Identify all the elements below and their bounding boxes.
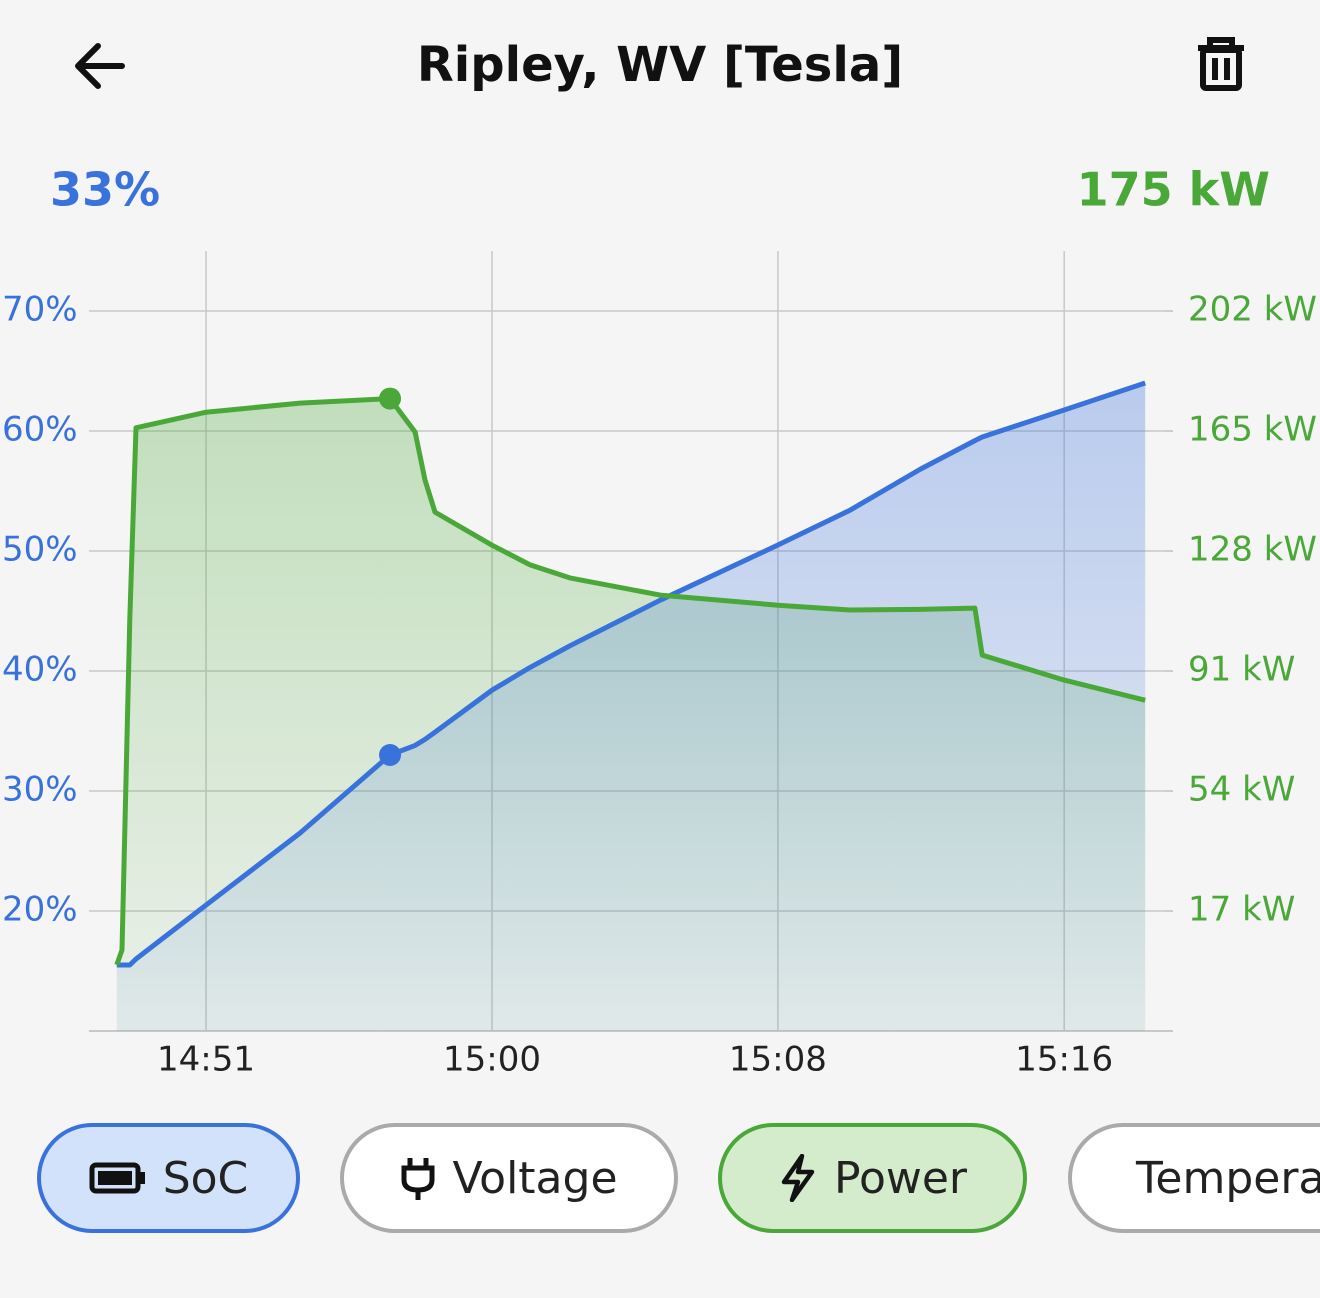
metric-chip[interactable]: Voltage	[340, 1123, 678, 1233]
chip-icon	[401, 1158, 435, 1200]
metric-chip[interactable]: Temperature	[1068, 1123, 1320, 1233]
chip-label: Temperature	[1136, 1152, 1320, 1204]
series-area	[116, 383, 1146, 1031]
chip-label: Voltage	[452, 1152, 618, 1204]
y2-tick-label: 91 kW	[1188, 650, 1295, 690]
screen-title: Ripley, WV [Tesla]	[417, 37, 903, 93]
y-tick-label: 60%	[2, 410, 78, 450]
back-button[interactable]	[75, 43, 125, 89]
y-tick-label: 20%	[2, 890, 78, 930]
x-tick-label: 15:08	[729, 1040, 827, 1080]
chip-label: Power	[833, 1152, 968, 1204]
metric-chip[interactable]: Power	[718, 1123, 1027, 1233]
y-tick-label: 70%	[2, 290, 78, 330]
chip-icon	[781, 1154, 815, 1202]
chip-icon	[89, 1162, 145, 1194]
y2-tick-label: 165 kW	[1188, 410, 1317, 450]
y-tick-label: 50%	[2, 530, 78, 570]
y-tick-label: 30%	[2, 770, 78, 810]
x-tick-label: 15:00	[443, 1040, 541, 1080]
y2-tick-label: 202 kW	[1188, 290, 1317, 330]
y2-tick-label: 54 kW	[1188, 770, 1295, 810]
y2-tick-label: 17 kW	[1188, 890, 1295, 930]
delete-button[interactable]	[1198, 37, 1244, 91]
metric-chip[interactable]: SoC	[37, 1123, 300, 1233]
y2-tick-label: 128 kW	[1188, 530, 1317, 570]
y-tick-label: 40%	[2, 650, 78, 690]
series-line	[116, 380, 1146, 968]
chip-label: SoC	[162, 1152, 249, 1204]
series-line	[114, 396, 1146, 966]
x-tick-label: 14:51	[157, 1040, 255, 1080]
power-readout: 175 kW	[1077, 163, 1270, 217]
cursor-dot	[379, 387, 402, 410]
x-tick-label: 15:16	[1015, 1040, 1113, 1080]
chart: Ripley, WV [Tesla] 33% 175 kW 14:51 15:00…	[2, 37, 1317, 1080]
cursor-dot	[379, 744, 402, 766]
soc-readout: 33%	[50, 163, 160, 217]
